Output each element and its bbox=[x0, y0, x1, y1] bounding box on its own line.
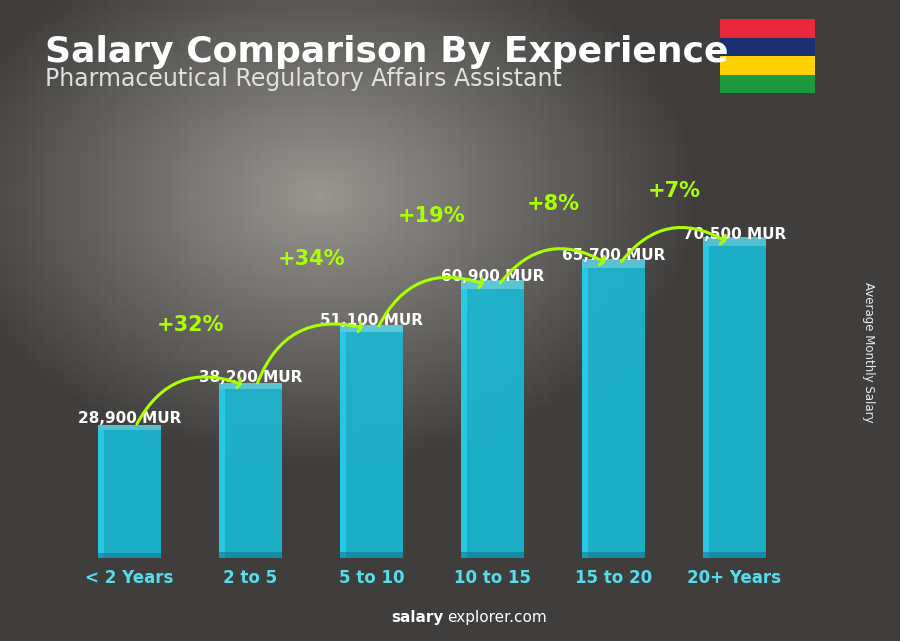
FancyBboxPatch shape bbox=[219, 389, 282, 558]
FancyBboxPatch shape bbox=[703, 246, 766, 558]
Bar bbox=[98, 430, 104, 558]
Text: salary: salary bbox=[392, 610, 444, 625]
Bar bbox=[703, 246, 709, 558]
FancyBboxPatch shape bbox=[461, 288, 524, 558]
Text: +32%: +32% bbox=[157, 315, 224, 335]
Bar bbox=[720, 74, 814, 93]
Bar bbox=[219, 389, 225, 558]
Text: 38,200 MUR: 38,200 MUR bbox=[199, 370, 302, 385]
Text: +7%: +7% bbox=[647, 181, 700, 201]
FancyBboxPatch shape bbox=[340, 332, 403, 558]
Polygon shape bbox=[219, 383, 282, 389]
Text: Average Monthly Salary: Average Monthly Salary bbox=[862, 282, 875, 423]
FancyBboxPatch shape bbox=[582, 267, 645, 558]
FancyBboxPatch shape bbox=[98, 430, 161, 558]
Text: 60,900 MUR: 60,900 MUR bbox=[441, 269, 544, 285]
Bar bbox=[720, 56, 814, 74]
Text: 65,700 MUR: 65,700 MUR bbox=[562, 248, 665, 263]
Bar bbox=[720, 38, 814, 56]
Text: 28,900 MUR: 28,900 MUR bbox=[78, 411, 181, 426]
Bar bbox=[582, 267, 589, 558]
Polygon shape bbox=[703, 237, 766, 246]
Text: 70,500 MUR: 70,500 MUR bbox=[683, 227, 786, 242]
Text: Pharmaceutical Regulatory Affairs Assistant: Pharmaceutical Regulatory Affairs Assist… bbox=[45, 67, 562, 91]
Text: +19%: +19% bbox=[398, 206, 466, 226]
Bar bbox=[340, 332, 346, 558]
Bar bbox=[340, 553, 403, 558]
Bar bbox=[582, 553, 645, 558]
Bar bbox=[720, 19, 814, 38]
Bar bbox=[703, 553, 766, 558]
Polygon shape bbox=[582, 258, 645, 267]
Text: explorer.com: explorer.com bbox=[447, 610, 547, 625]
Text: Salary Comparison By Experience: Salary Comparison By Experience bbox=[45, 35, 728, 69]
Bar bbox=[461, 288, 467, 558]
Text: +34%: +34% bbox=[277, 249, 345, 269]
Polygon shape bbox=[461, 280, 524, 288]
Bar bbox=[219, 553, 282, 558]
Bar bbox=[461, 553, 524, 558]
Bar bbox=[98, 553, 161, 558]
Text: +8%: +8% bbox=[526, 194, 580, 213]
Polygon shape bbox=[98, 425, 161, 430]
Polygon shape bbox=[340, 324, 403, 332]
Text: 51,100 MUR: 51,100 MUR bbox=[320, 313, 423, 328]
